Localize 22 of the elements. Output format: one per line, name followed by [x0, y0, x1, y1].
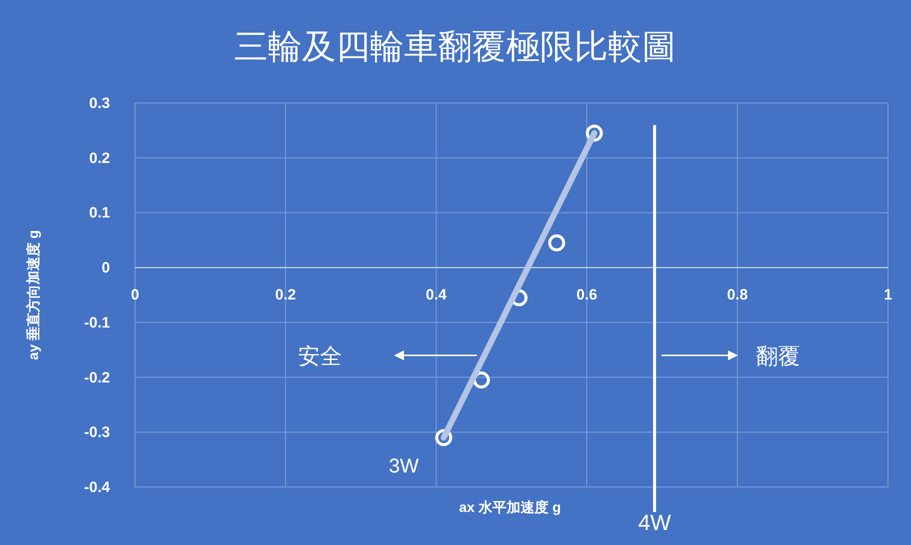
x-tick-label: 1: [884, 286, 892, 304]
y-tick-label: -0.1: [84, 314, 110, 332]
y-tick-label: 0.3: [89, 95, 110, 112]
y-tick-label: -0.2: [84, 369, 110, 386]
x-tick-label: 0.8: [726, 286, 748, 304]
x-tick-label: 0.2: [275, 286, 296, 304]
x-tick-label: 0.4: [426, 286, 448, 304]
point: [548, 234, 566, 252]
x-axis-title: ax 水平加速度 g: [459, 499, 561, 515]
annotation: 安全: [298, 343, 342, 368]
y-tick-label: 0: [102, 260, 110, 277]
annotation: 翻覆: [756, 343, 800, 368]
series-label: 3W: [388, 456, 419, 478]
y-tick-label: -0.3: [84, 424, 110, 442]
y-tick-label: -0.4: [84, 479, 111, 496]
x-tick-label: 0.6: [576, 286, 598, 304]
y-tick-label: 0.2: [89, 150, 110, 167]
y-axis-title: ay 垂直方向加速度 g: [25, 230, 41, 360]
y-tick-label: 0.1: [89, 204, 110, 222]
chart-title: 三輪及四輪車翻覆極限比較圖: [234, 28, 676, 66]
ref-line-label: 4W: [638, 510, 672, 535]
x-tick-label: 0: [130, 286, 140, 304]
